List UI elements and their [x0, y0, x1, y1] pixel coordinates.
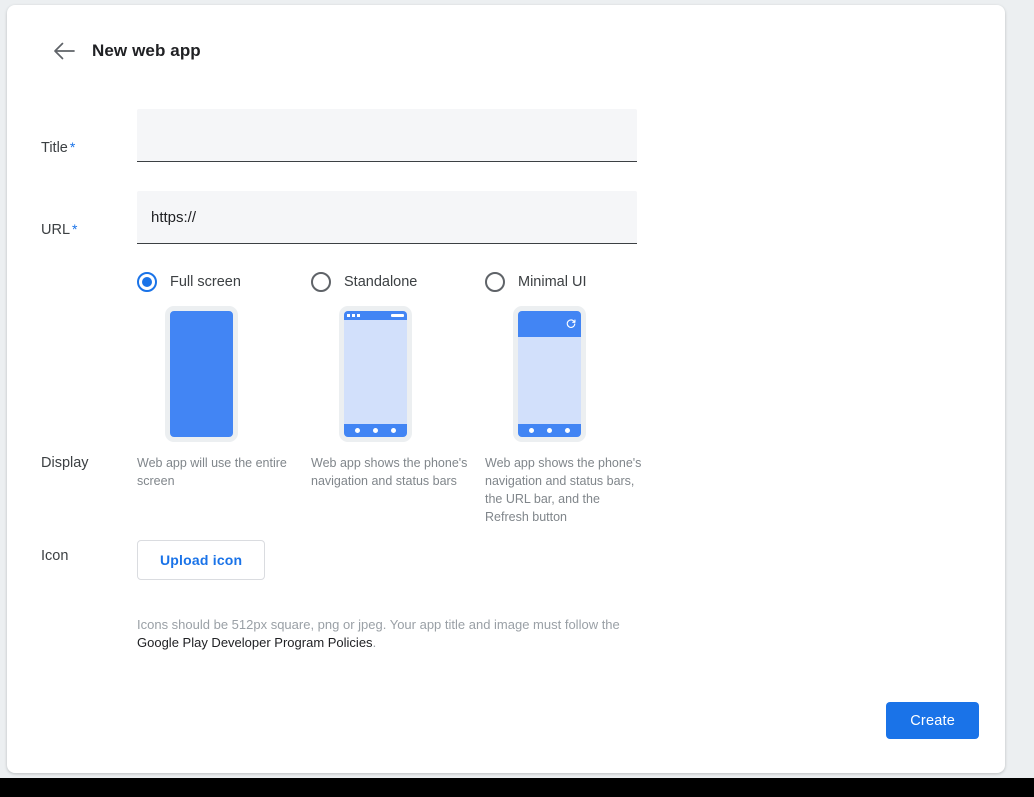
phone-screen-area	[344, 320, 407, 424]
url-field-wrap	[137, 179, 1005, 244]
phone-preview-minimal-ui-wrap	[513, 306, 659, 442]
icon-note-prefix: Icons should be 512px square, png or jpe…	[137, 617, 620, 632]
google-play-policies-link[interactable]: Google Play Developer Program Policies	[137, 635, 373, 650]
form-row-icon: Icon Upload icon Icons should be 512px s…	[7, 540, 1005, 652]
radio-row-minimal-ui[interactable]: Minimal UI	[485, 270, 659, 294]
status-dot-icon	[357, 314, 360, 317]
page-header: New web app	[7, 5, 1005, 97]
new-web-app-card: New web app Title* URL* Display	[7, 5, 1005, 773]
icon-helper-text: Icons should be 512px square, png or jpe…	[137, 616, 657, 652]
back-arrow-icon[interactable]	[52, 39, 76, 63]
phone-preview-minimal-ui	[513, 306, 586, 442]
display-options-group: Full screen Web app will use the entire …	[137, 261, 1005, 526]
phone-status-bar	[344, 311, 407, 320]
nav-home-icon	[372, 428, 378, 433]
radio-row-full-screen[interactable]: Full screen	[137, 270, 311, 294]
title-label-text: Title	[41, 140, 68, 156]
phone-preview-full-screen	[165, 306, 238, 442]
radio-label-full-screen: Full screen	[170, 274, 241, 290]
status-bar-icons	[347, 314, 360, 317]
radio-label-minimal-ui: Minimal UI	[518, 274, 587, 290]
display-option-standalone[interactable]: Standalone	[311, 261, 485, 526]
web-app-form: Title* URL* Display	[7, 97, 1005, 652]
status-dot-icon	[347, 314, 350, 317]
form-row-url: URL *	[7, 179, 1005, 261]
phone-preview-standalone	[339, 306, 412, 442]
upload-icon-button[interactable]: Upload icon	[137, 540, 266, 580]
icon-note-suffix: .	[372, 635, 377, 650]
page-title: New web app	[92, 41, 201, 60]
refresh-icon	[566, 319, 576, 328]
phone-screen-area	[518, 337, 581, 424]
icon-label: Icon	[41, 548, 69, 564]
url-label: URL *	[7, 179, 137, 238]
display-description-standalone: Web app shows the phone's navigation and…	[311, 456, 468, 488]
display-option-full-screen[interactable]: Full screen Web app will use the entire …	[137, 261, 311, 526]
form-row-display: Display Full screen W	[7, 261, 1005, 526]
url-required-asterisk: *	[72, 221, 78, 237]
nav-recents-icon	[564, 428, 570, 433]
display-option-minimal-ui[interactable]: Minimal UI	[485, 261, 659, 526]
nav-home-icon	[546, 428, 552, 433]
url-input[interactable]	[137, 191, 637, 244]
title-field-wrap	[137, 97, 1005, 162]
form-row-title: Title *	[7, 97, 1005, 179]
create-button[interactable]: Create	[886, 702, 979, 739]
display-label: Display	[41, 455, 89, 471]
phone-preview-standalone-wrap	[339, 306, 485, 442]
radio-label-standalone: Standalone	[344, 274, 418, 290]
phone-nav-bar	[344, 424, 407, 437]
url-label-text: URL	[41, 222, 71, 238]
nav-back-icon	[529, 428, 535, 433]
radio-row-standalone[interactable]: Standalone	[311, 270, 485, 294]
title-required-asterisk: *	[69, 139, 76, 155]
icon-field-wrap: Upload icon Icons should be 512px square…	[137, 540, 1005, 652]
radio-standalone[interactable]	[311, 272, 331, 292]
battery-indicator-icon	[391, 314, 404, 317]
nav-recents-icon	[390, 428, 396, 433]
title-label: Title *	[7, 97, 137, 156]
phone-nav-bar	[518, 424, 581, 437]
phone-url-bar	[518, 311, 581, 337]
status-dot-icon	[352, 314, 355, 317]
nav-back-icon	[355, 428, 361, 433]
phone-screen-area	[170, 311, 233, 437]
radio-minimal-ui[interactable]	[485, 272, 505, 292]
title-input[interactable]	[137, 109, 637, 162]
display-description-minimal-ui: Web app shows the phone's navigation and…	[485, 456, 642, 524]
phone-preview-full-screen-wrap	[165, 306, 311, 442]
display-field-wrap: Full screen Web app will use the entire …	[137, 261, 1005, 526]
form-footer: Create	[886, 702, 979, 739]
display-description-full-screen: Web app will use the entire screen	[137, 456, 287, 488]
radio-full-screen[interactable]	[137, 272, 157, 292]
